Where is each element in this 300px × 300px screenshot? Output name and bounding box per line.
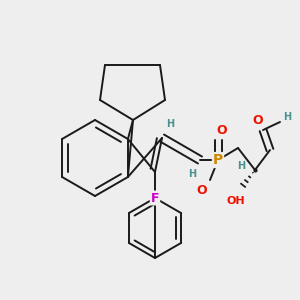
Text: O: O	[217, 124, 227, 137]
Text: O: O	[253, 115, 263, 128]
Text: P: P	[213, 153, 223, 167]
Text: O: O	[197, 184, 207, 197]
Text: OH: OH	[227, 196, 245, 206]
Text: H: H	[283, 112, 291, 122]
Text: H: H	[188, 169, 196, 179]
Text: H: H	[166, 119, 174, 129]
Text: F: F	[151, 191, 159, 205]
Text: H: H	[237, 161, 245, 171]
